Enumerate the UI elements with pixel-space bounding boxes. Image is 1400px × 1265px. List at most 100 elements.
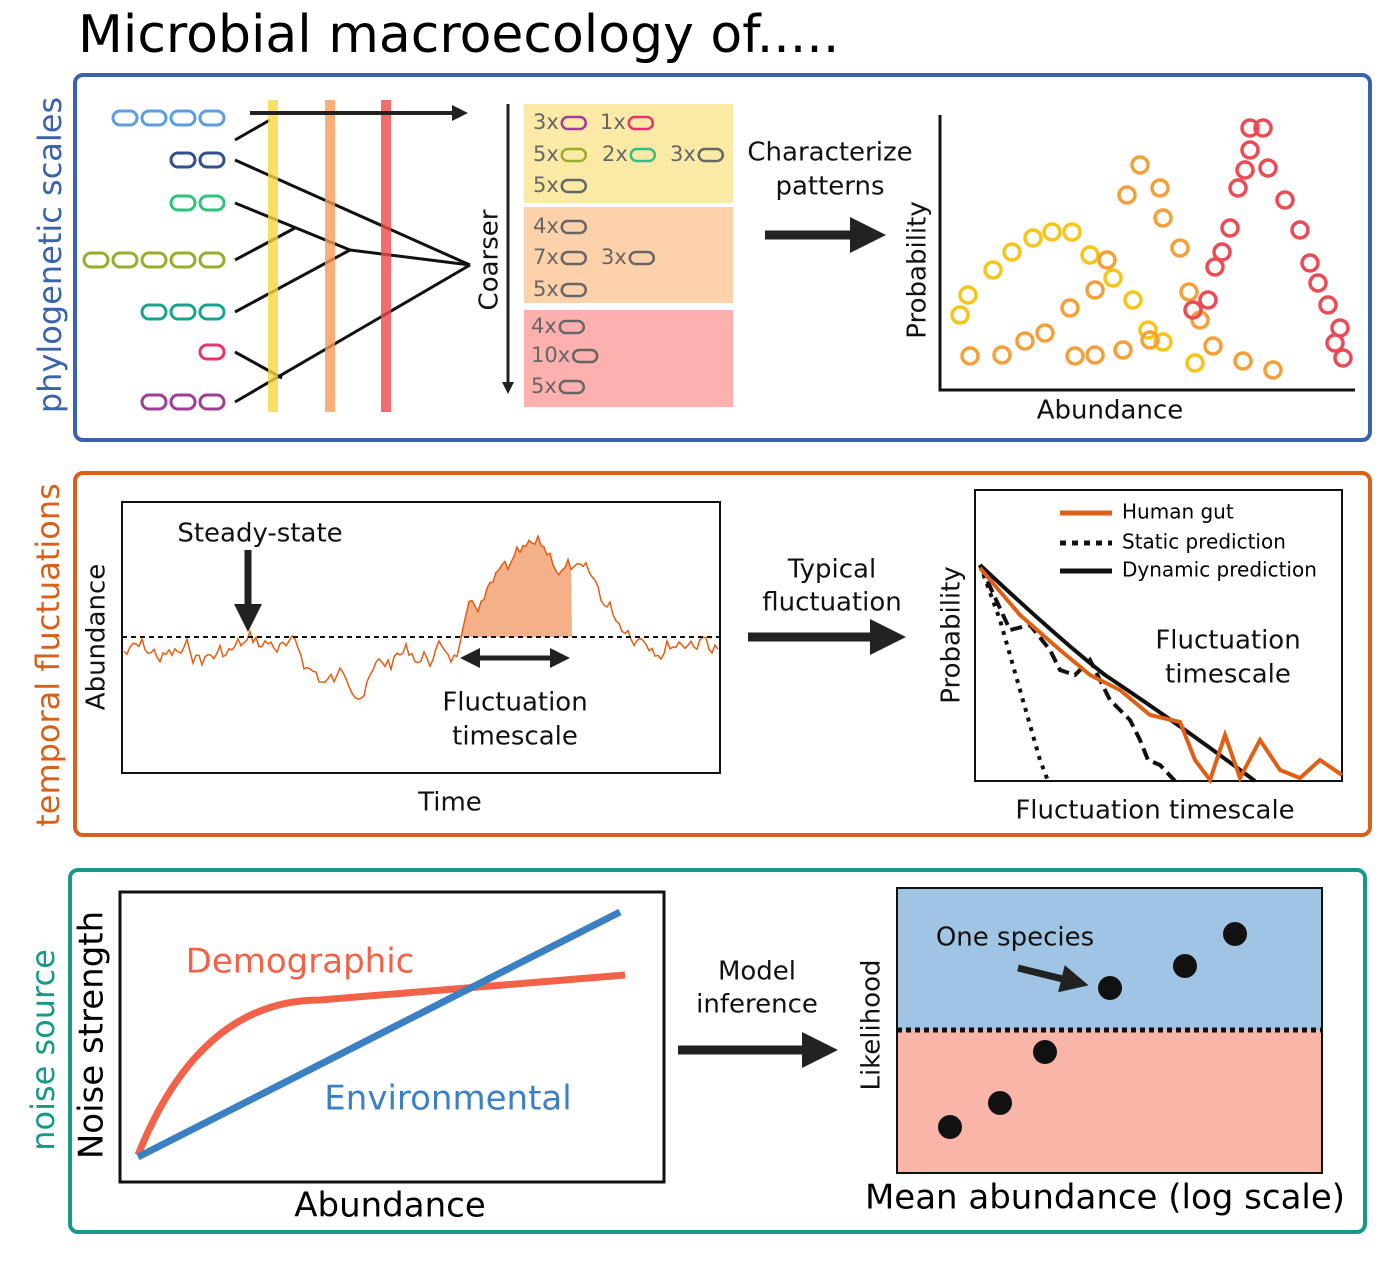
- legend-label: Static prediction: [1122, 530, 1286, 554]
- annotation: Fluctuation: [442, 688, 587, 718]
- pattern-marker: [1290, 220, 1310, 240]
- bacterium: [560, 219, 588, 235]
- pattern-marker: [1117, 185, 1137, 205]
- legend-label: Dynamic prediction: [1122, 558, 1317, 582]
- pattern-marker: [1185, 353, 1205, 373]
- panel-frame: [68, 868, 1367, 1234]
- pattern-marker: [960, 346, 980, 366]
- pattern-marker: [1258, 158, 1278, 178]
- bacterium: [627, 115, 655, 131]
- bacterium: [628, 250, 656, 266]
- pattern-marker: [1240, 140, 1260, 160]
- x-axis-label: Fluctuation timescale: [1015, 796, 1294, 826]
- pattern-marker: [1318, 295, 1338, 315]
- bacterium: [140, 251, 168, 269]
- count-label: 1x: [600, 110, 626, 134]
- bacterium: [198, 151, 226, 169]
- panel-label: temporal fluctuations: [29, 483, 67, 827]
- pattern-marker: [1062, 222, 1082, 242]
- panel-frame: [73, 73, 1372, 442]
- bacterium: [169, 251, 197, 269]
- scale-bar: [325, 100, 335, 412]
- step-label: fluctuation: [762, 588, 902, 618]
- pattern-marker: [1042, 222, 1062, 242]
- scale-bar: [268, 100, 278, 412]
- bacterium: [140, 109, 168, 127]
- pattern-marker: [1140, 330, 1160, 350]
- pattern-marker: [1060, 298, 1080, 318]
- count-label: 7x: [533, 245, 559, 269]
- group-box: [524, 207, 733, 303]
- pattern-marker: [1203, 336, 1223, 356]
- pattern-marker: [1023, 228, 1043, 248]
- bacterium: [198, 303, 226, 321]
- legend-label: Human gut: [1122, 500, 1234, 524]
- x-axis-label: Abundance: [294, 1186, 486, 1226]
- pattern-marker: [992, 345, 1012, 365]
- pattern-marker: [1097, 250, 1117, 270]
- bacterium: [629, 147, 657, 163]
- count-label: 4x: [533, 214, 559, 238]
- pattern-marker: [1002, 242, 1022, 262]
- bacterium: [169, 393, 197, 411]
- y-axis-label: Noise strength: [72, 911, 112, 1159]
- bacterium: [558, 379, 586, 395]
- y-axis-label: Probability: [903, 201, 933, 338]
- pattern-marker: [1015, 331, 1035, 351]
- pattern-marker: [1205, 257, 1225, 277]
- bacterium: [560, 282, 588, 298]
- pattern-marker: [1085, 280, 1105, 300]
- pattern-marker: [1233, 351, 1253, 371]
- x-axis-label: Abundance: [1037, 396, 1183, 426]
- species-points: [938, 922, 1247, 1139]
- bacterium: [198, 343, 226, 361]
- pattern-marker: [1153, 208, 1173, 228]
- pattern-marker: [1065, 346, 1085, 366]
- bacterium: [169, 109, 197, 127]
- pattern-marker: [1080, 245, 1100, 265]
- bacterium: [82, 251, 110, 269]
- annotation: timescale: [452, 722, 578, 752]
- bacterium: [198, 194, 226, 212]
- bacterium: [560, 178, 588, 194]
- demographic-curve: [134, 971, 626, 1157]
- bacterium: [558, 319, 586, 335]
- pattern-marker: [1300, 253, 1320, 273]
- arrow-label: Coarser: [475, 209, 505, 310]
- region: [897, 1030, 1322, 1173]
- y-axis-label: Likelihood: [857, 959, 887, 1090]
- pattern-marker: [1113, 340, 1133, 360]
- human-gut-curve: [978, 566, 1344, 785]
- count-label: 2x: [602, 142, 628, 166]
- pattern-marker: [1240, 118, 1260, 138]
- pattern-marker: [1253, 118, 1273, 138]
- pattern-marker: [1183, 300, 1203, 320]
- y-axis-label: Probability: [937, 566, 967, 703]
- step-label: Model: [718, 957, 796, 987]
- pattern-marker: [1263, 360, 1283, 380]
- pattern-marker: [1035, 323, 1055, 343]
- pattern-marker: [1235, 160, 1255, 180]
- pattern-marker: [1325, 333, 1345, 353]
- fluctuation-area: [455, 536, 572, 637]
- axes: [938, 115, 1355, 392]
- panel-label: noise source: [24, 949, 62, 1151]
- bacterium: [140, 303, 168, 321]
- bacterium: [198, 393, 226, 411]
- bacterium: [198, 109, 226, 127]
- bacterium: [560, 147, 588, 163]
- count-label: 5x: [533, 277, 559, 301]
- count-label: 10x: [531, 343, 570, 367]
- pattern-marker: [1153, 332, 1173, 352]
- static-curve: [978, 564, 1050, 782]
- arrow: [1017, 964, 1089, 993]
- count-label: 4x: [531, 314, 557, 338]
- pattern-marker: [1333, 348, 1353, 368]
- pattern-marker: [958, 285, 978, 305]
- step-label: Typical: [787, 555, 876, 585]
- x-axis-label: Time: [417, 788, 482, 818]
- count-label: 3x: [601, 245, 627, 269]
- bacterium: [169, 151, 197, 169]
- annotation: Steady-state: [177, 519, 342, 549]
